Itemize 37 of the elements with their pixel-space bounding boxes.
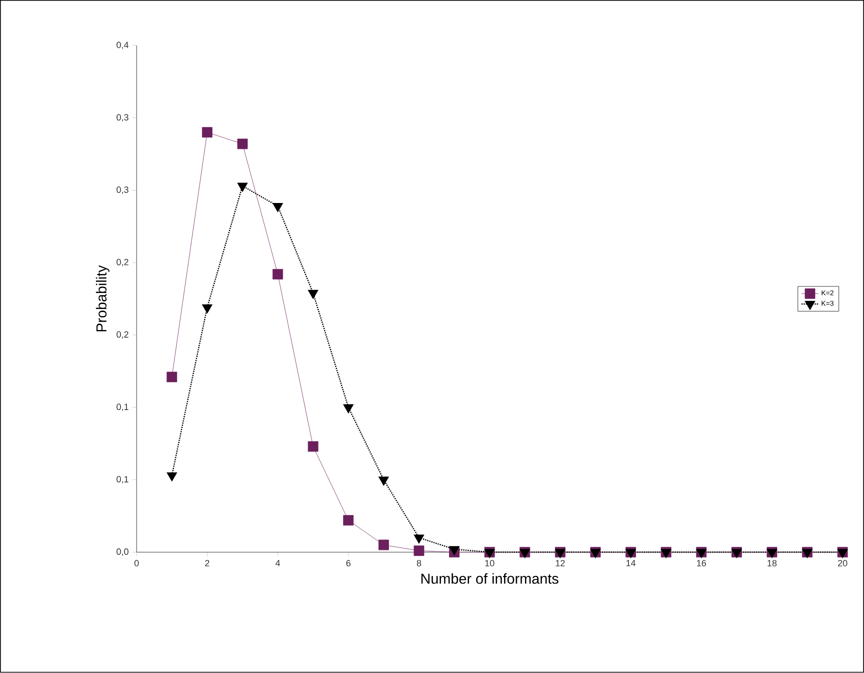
point: [343, 515, 354, 526]
point: [202, 304, 212, 314]
point: [414, 546, 424, 556]
y-tick-label: 0,2: [116, 259, 128, 266]
y-tick-label: 0,4: [116, 42, 129, 50]
y-tick-label: 0,1: [116, 476, 128, 484]
point: [272, 269, 283, 280]
x-tick-label: 4: [275, 560, 280, 566]
point: [237, 138, 248, 150]
x-tick-label: 16: [697, 560, 706, 566]
x-tick-label: 12: [556, 560, 565, 566]
y-tick-label: 0,1: [116, 404, 128, 412]
x-tick-label: 6: [346, 560, 350, 566]
point: [343, 404, 354, 414]
y-tick-label: 0,3: [116, 114, 128, 122]
x-tick-label: 0: [134, 560, 139, 566]
x-tick-label: 2: [205, 560, 210, 566]
point: [202, 127, 212, 138]
point: [378, 540, 389, 550]
y-tick-label: 0,3: [116, 186, 128, 194]
y-axis-title: Probability: [96, 265, 110, 332]
point: [308, 441, 318, 452]
point: [238, 182, 248, 192]
point: [414, 534, 424, 544]
y-tick-label: 0,0: [116, 548, 128, 556]
point: [166, 472, 177, 482]
x-tick-label: 18: [768, 560, 777, 566]
x-axis-title: Number of informants: [421, 573, 558, 584]
x-tick-label: 20: [838, 560, 848, 566]
point: [308, 290, 318, 299]
y-tick-label: 0,2: [116, 331, 128, 339]
point: [166, 372, 178, 382]
point: [272, 203, 283, 212]
x-tick-label: 8: [416, 560, 422, 566]
x-tick-label: 14: [626, 560, 636, 566]
point: [378, 476, 389, 486]
x-tick-label: 10: [485, 560, 494, 566]
